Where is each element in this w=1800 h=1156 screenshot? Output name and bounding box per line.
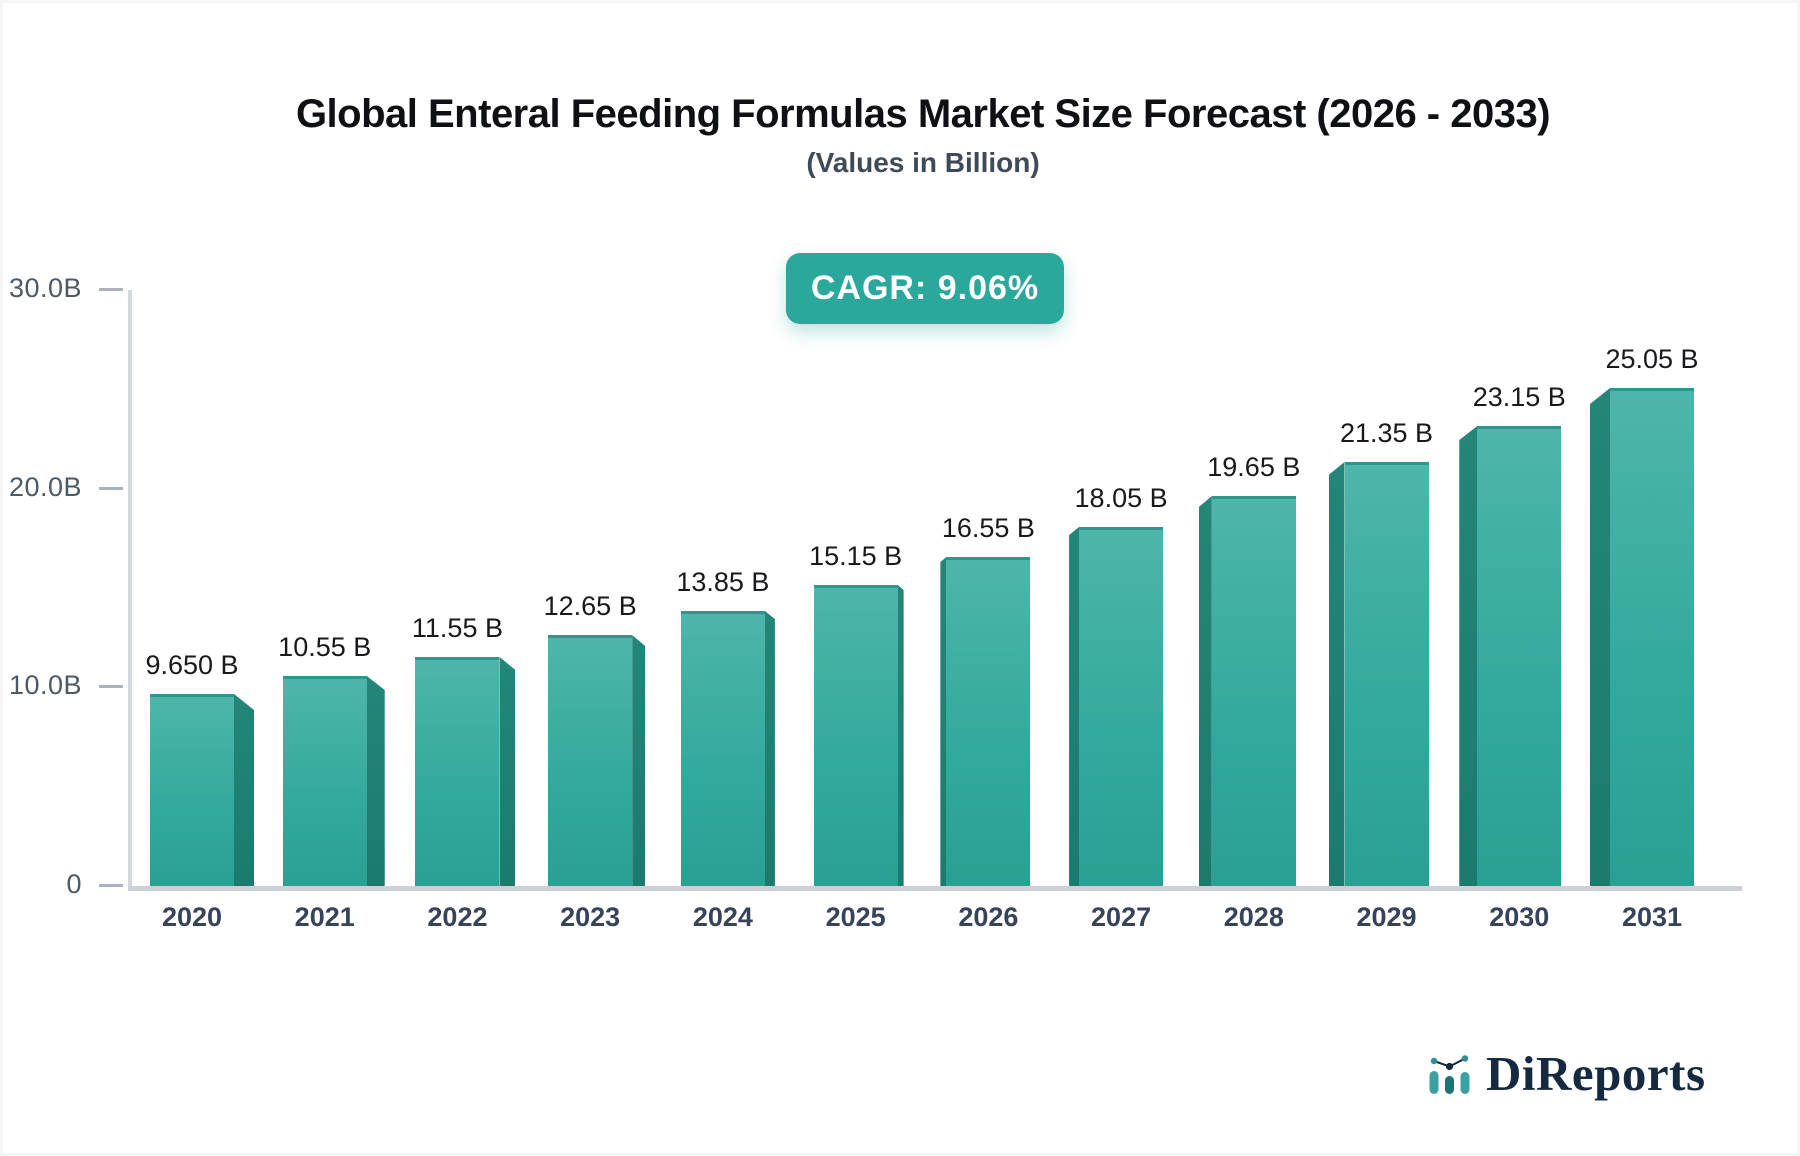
cagr-badge: CAGR: 9.06% [786,253,1064,324]
x-axis-year-label: 2030 [1489,902,1550,932]
bar-value-label: 9.650 B [145,650,239,680]
y-tick-label: 0 [66,869,82,899]
bar-value-label: 25.05 B [1605,344,1699,374]
bar-face-2020 [150,694,234,886]
x-axis-year-label: 2020 [161,902,223,932]
x-axis-year-label: 2024 [692,902,753,932]
y-tick-dash [99,884,123,887]
bar-face-2030 [1477,426,1562,886]
y-tick-dash [99,288,123,291]
bar-side-2029 [1328,462,1345,886]
bar-face-2026 [946,557,1031,886]
bar-side-2026 [940,557,947,886]
bar-side-2030 [1459,426,1478,886]
y-tick-label: 30.0B [8,273,82,303]
bar-face-2025 [813,585,898,886]
bar-face-2031 [1609,388,1694,886]
chart-subtitle: (Values in Billion) [806,147,1040,178]
chart-title: Global Enteral Feeding Formulas Market S… [295,92,1551,136]
y-tick-dash [99,486,123,490]
x-axis-year-label: 2025 [825,902,886,932]
bar-face-2027 [1079,527,1164,886]
bar-side-2022 [499,657,516,886]
bar-value-label: 21.35 B [1339,418,1434,448]
bar-side-2020 [234,694,254,886]
bar-side-2025 [897,585,904,886]
logo-text: DiReports [1486,1045,1706,1101]
bar-value-label: 13.85 B [676,567,770,597]
x-axis-year-label: 2028 [1223,902,1284,932]
bar-face-2024 [680,611,765,886]
bar-side-2031 [1589,388,1610,886]
x-axis-year-label: 2022 [427,902,488,932]
bar-value-label: 11.55 B [411,613,503,643]
bar-face-2023 [548,635,633,886]
bar-face-2021 [282,676,367,886]
x-axis-year-label: 2021 [294,902,355,932]
bar-value-label: 15.15 B [809,541,903,571]
y-tick-label: 20.0B [8,471,82,502]
x-axis-year-label: 2031 [1621,902,1683,932]
bar-side-2024 [764,611,775,886]
bar-value-label: 18.05 B [1074,483,1168,513]
bar-side-2023 [632,635,646,886]
bar-face-2022 [415,657,500,886]
bar-value-label: 19.65 B [1207,452,1301,482]
y-tick-label: 10.0B [8,670,82,701]
x-axis-year-label: 2029 [1356,902,1417,932]
x-axis-year-label: 2026 [958,902,1019,932]
bar-value-label: 12.65 B [543,591,637,621]
bar-value-label: 16.55 B [941,513,1035,543]
bar-value-label: 10.55 B [278,632,372,662]
bar-face-2028 [1211,496,1296,886]
y-tick-dash [99,685,123,689]
x-axis-line [128,886,1742,891]
x-axis-year-label: 2023 [560,902,621,932]
x-axis-year-label: 2027 [1091,902,1152,932]
bar-value-label: 23.15 B [1472,382,1566,412]
bar-side-2021 [366,676,385,886]
bar-face-2029 [1344,462,1429,886]
y-axis-line [128,290,132,888]
logo: DiReports [1428,1036,1706,1110]
bar-side-2027 [1069,527,1080,886]
bar-side-2028 [1198,496,1212,886]
mini-bar-chart-icon [1429,1055,1470,1094]
